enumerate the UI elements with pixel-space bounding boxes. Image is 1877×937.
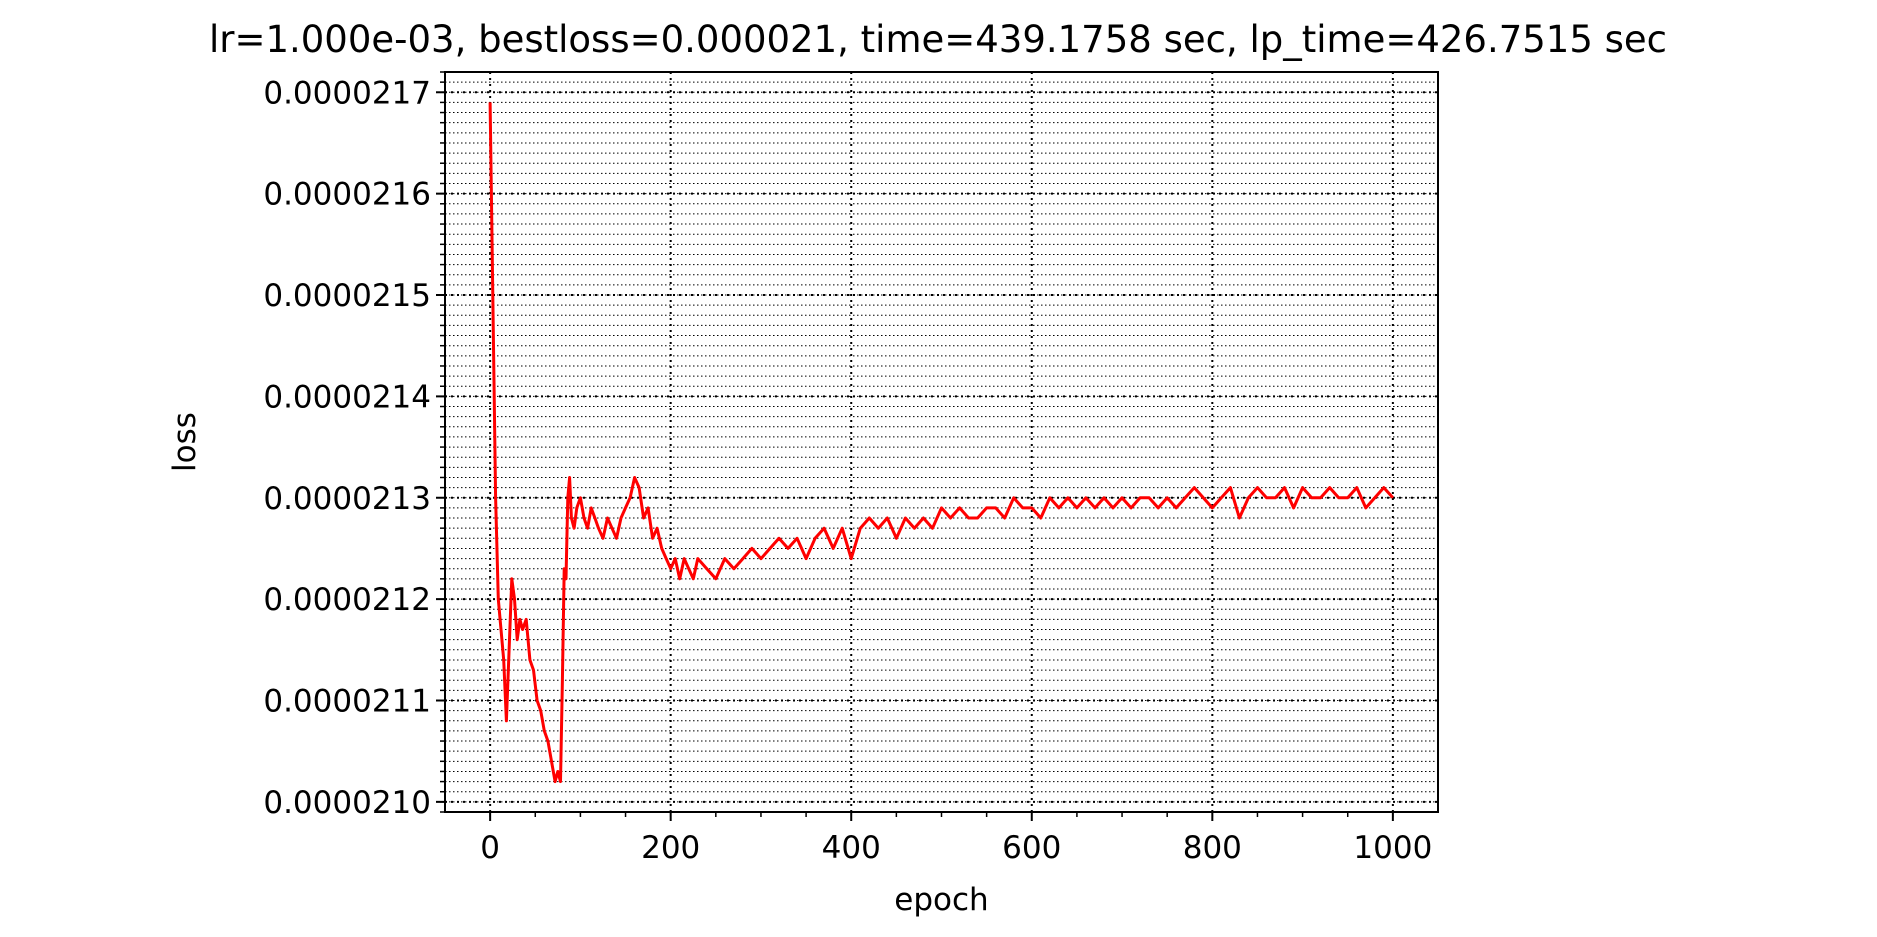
x-axis-label: epoch [894, 882, 988, 918]
x-tick-label: 600 [1002, 830, 1061, 866]
y-tick-label: 0.0000213 [263, 481, 431, 517]
y-tick-label: 0.0000217 [263, 75, 431, 111]
x-tick-label: 200 [641, 830, 700, 866]
y-tick-label: 0.0000211 [263, 683, 431, 719]
grid [445, 71, 1438, 813]
x-tick-label: 400 [822, 830, 881, 866]
x-tick-label: 0 [480, 830, 500, 866]
y-tick-label: 0.0000212 [263, 582, 431, 618]
x-tick-label: 800 [1183, 830, 1242, 866]
y-tick-label: 0.0000214 [263, 379, 431, 415]
y-tick-label: 0.0000216 [263, 177, 431, 213]
series-layer [488, 102, 1395, 784]
y-tick-label: 0.0000215 [263, 278, 431, 314]
chart-title: lr=1.000e-03, bestloss=0.000021, time=43… [209, 18, 1667, 61]
y-tick-label: 0.0000210 [263, 785, 431, 821]
y-axis-label: loss [167, 412, 203, 472]
plot-frame [444, 71, 1439, 813]
x-tick-label: 1000 [1353, 830, 1432, 866]
axis-ticks: 0.0000210 0.0000211 0.0000212 0.0000213 0.00… [263, 71, 1432, 866]
series-line-0 [488, 102, 1395, 784]
